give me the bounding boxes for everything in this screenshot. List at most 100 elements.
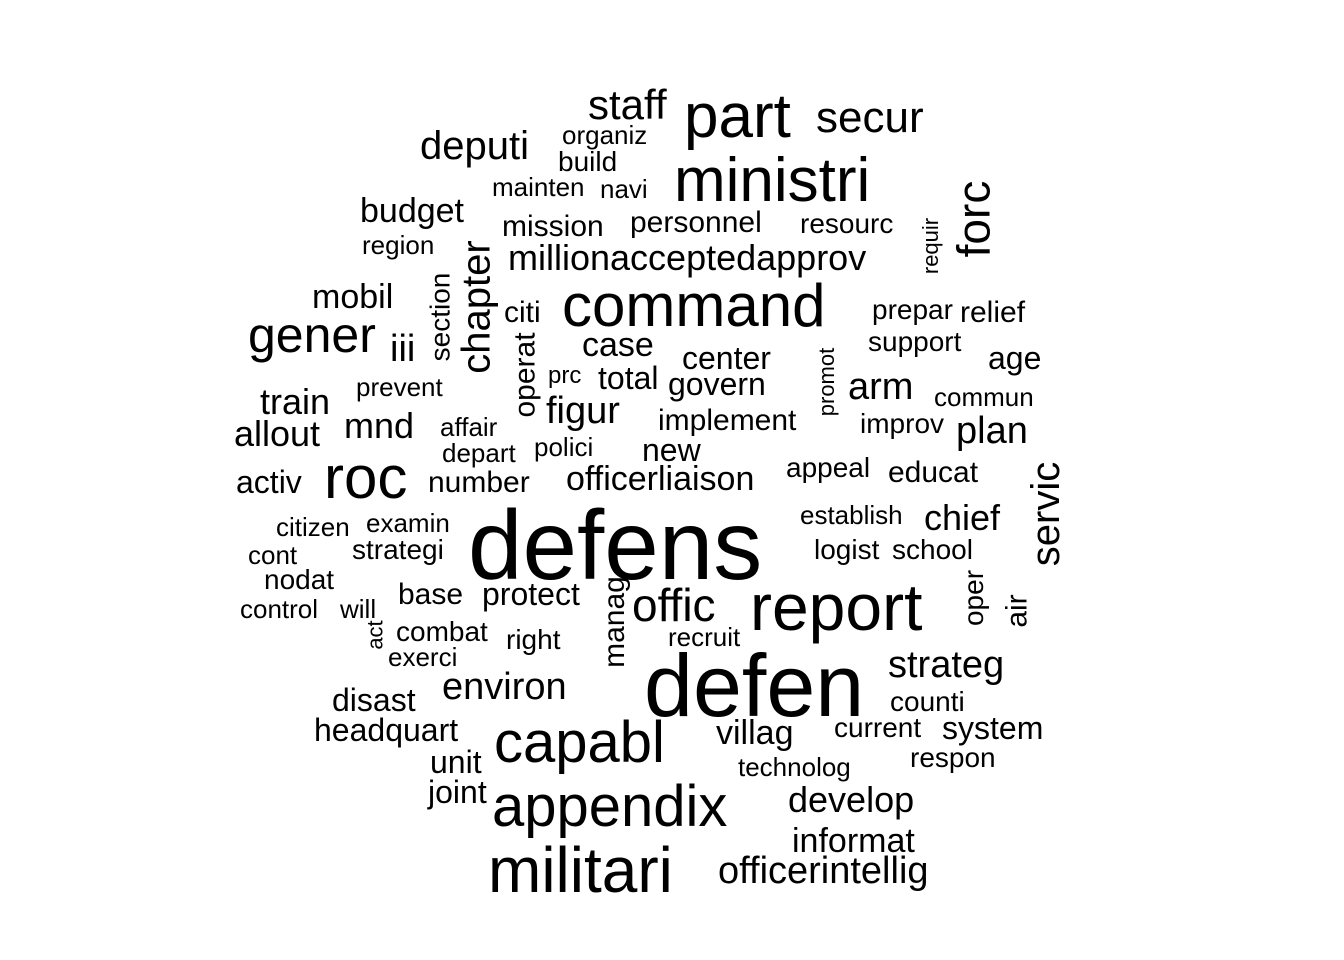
word-nodat: nodat: [264, 564, 335, 595]
word-command: command: [562, 272, 826, 339]
word-informat: informat: [792, 822, 915, 860]
word-navi: navi: [600, 174, 648, 204]
word-personnel: personnel: [630, 206, 762, 239]
word-school: school: [892, 534, 973, 565]
word-prevent: prevent: [356, 372, 443, 402]
word-roc: roc: [324, 444, 408, 511]
word-region: region: [362, 230, 435, 260]
word-mnd: mnd: [344, 405, 415, 446]
word-ministri: ministri: [674, 146, 871, 215]
word-part: part: [684, 82, 791, 151]
word-citi: citi: [504, 296, 541, 329]
word-exerci: exerci: [388, 642, 458, 672]
word-joint: joint: [428, 774, 487, 810]
word-resourc: resourc: [800, 208, 894, 239]
word-number: number: [428, 466, 530, 499]
word-allout: allout: [234, 413, 321, 454]
word-organiz: organiz: [562, 120, 648, 150]
word-millionacceptedapprov: millionacceptedapprov: [508, 237, 867, 278]
word-educat: educat: [888, 456, 979, 489]
word-headquart: headquart: [314, 712, 459, 748]
word-unit: unit: [430, 744, 482, 780]
word-case: case: [582, 326, 654, 364]
word-counti: counti: [890, 686, 965, 717]
word-section: section: [423, 272, 455, 361]
word-control: control: [240, 594, 319, 624]
word-establish: establish: [800, 500, 903, 530]
word-chapter: chapter: [454, 239, 499, 374]
word-examin: examin: [366, 508, 450, 538]
word-affair: affair: [440, 412, 498, 442]
word-officerliaison: officerliaison: [566, 460, 755, 498]
word-new: new: [642, 432, 701, 468]
word-forc: forc: [946, 180, 999, 257]
word-technolog: technolog: [738, 752, 851, 782]
word-prepar: prepar: [872, 294, 953, 325]
word-defen: defen: [644, 636, 865, 735]
word-mobil: mobil: [312, 278, 394, 316]
word-air: air: [1000, 593, 1034, 628]
word-current: current: [834, 712, 922, 743]
word-age: age: [988, 340, 1042, 376]
word-militari: militari: [488, 834, 673, 906]
word-system: system: [942, 710, 1044, 746]
word-combat: combat: [396, 616, 488, 647]
word-train: train: [260, 381, 331, 422]
word-support: support: [868, 326, 962, 357]
word-polici: polici: [534, 432, 594, 462]
word-officerintellig: officerintellig: [718, 850, 929, 892]
word-figur: figur: [546, 390, 620, 432]
word-depart: depart: [442, 438, 516, 468]
word-deputi: deputi: [420, 124, 529, 168]
word-strateg: strateg: [888, 644, 1005, 686]
word-gener: gener: [248, 307, 376, 363]
word-base: base: [398, 578, 464, 611]
word-act: act: [362, 619, 388, 650]
word-build: build: [558, 146, 618, 177]
word-secur: secur: [816, 93, 924, 142]
word-report: report: [750, 570, 923, 644]
word-capabl: capabl: [494, 710, 665, 775]
word-disast: disast: [332, 682, 416, 718]
word-activ: activ: [236, 464, 302, 500]
word-govern: govern: [668, 366, 766, 402]
word-chief: chief: [924, 497, 1001, 538]
word-requir: requir: [918, 217, 944, 275]
word-develop: develop: [788, 779, 915, 820]
word-commun: commun: [934, 382, 1034, 412]
word-promot: promot: [814, 347, 840, 417]
word-will: will: [340, 594, 377, 624]
word-plan: plan: [956, 410, 1028, 452]
word-mission: mission: [502, 210, 604, 243]
word-offic: offic: [632, 579, 716, 631]
word-protect: protect: [482, 576, 580, 612]
word-oper: oper: [958, 569, 990, 627]
word-villag: villag: [716, 714, 794, 752]
word-total: total: [598, 360, 659, 396]
word-defens: defens: [468, 490, 763, 600]
word-implement: implement: [658, 404, 797, 437]
word-recruit: recruit: [668, 622, 741, 652]
word-citizen: citizen: [276, 512, 350, 542]
word-budget: budget: [360, 192, 464, 230]
word-center: center: [682, 340, 771, 376]
word-improv: improv: [860, 408, 945, 439]
word-mainten: mainten: [492, 172, 585, 202]
word-arm: arm: [848, 366, 914, 408]
word-relief: relief: [960, 296, 1026, 329]
word-right: right: [506, 624, 561, 655]
word-servic: servic: [1024, 461, 1069, 567]
word-operat: operat: [508, 331, 542, 418]
word-prc: prc: [548, 362, 582, 389]
word-respon: respon: [910, 742, 996, 773]
word-cont: cont: [248, 540, 298, 570]
word-appeal: appeal: [786, 452, 871, 483]
word-appendix: appendix: [492, 774, 728, 839]
word-staff: staff: [588, 81, 667, 128]
word-environ: environ: [442, 666, 567, 708]
word-iii: iii: [390, 328, 416, 370]
word-manag: manag: [597, 576, 631, 668]
word-strategi: strategi: [352, 534, 444, 565]
word-logist: logist: [814, 534, 880, 565]
